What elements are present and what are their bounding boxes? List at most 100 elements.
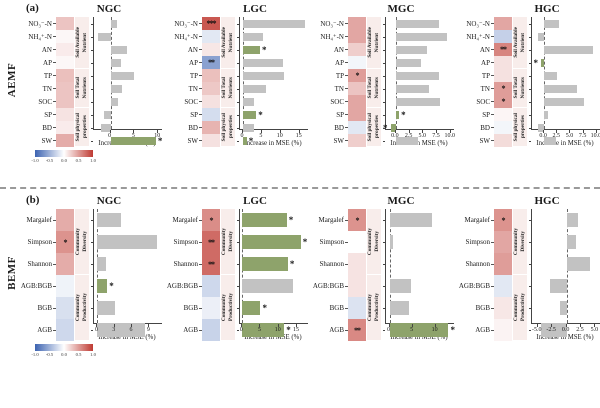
row-labels: NO₃⁻-N NH₄⁺-N AN AP TP TN SOC SP BD SW [454, 17, 494, 147]
x-axis: -5.0 -2.5 0.0 2.5 5.0 [531, 323, 599, 333]
category-segment: Soil physical properties [221, 108, 235, 146]
y-axis-tick [529, 88, 531, 90]
y-axis-tick [91, 140, 93, 142]
group-hgc: HGC NO₃⁻-N NH₄⁺-N AN AP TP TN SOC SP BD SW ** * * Soil… [454, 2, 600, 166]
row-label: Shannon [454, 253, 494, 275]
row-label: SW [162, 134, 202, 147]
mse-bar [242, 279, 293, 293]
mse-bar [97, 213, 121, 227]
heat-cell [348, 30, 366, 43]
heat-cell [56, 253, 74, 275]
row-label: Shannon [308, 253, 348, 275]
x-tick-label: 2.5 [576, 326, 584, 333]
group-title: MGC [387, 195, 415, 207]
category-label: Community [367, 293, 374, 322]
y-axis-tick [91, 286, 93, 287]
plot-area: * * * * * [237, 209, 308, 337]
chart-body: Margalef Simpson Shannon AGB:BGB BGB AGB * Comm… [454, 209, 600, 341]
row-label: Margalef [308, 209, 348, 231]
heat-cell [56, 56, 74, 69]
row-label: SP [162, 108, 202, 121]
category-strip: Community Diversity Community Productivity [221, 209, 235, 341]
category-label: Soil physical [513, 112, 520, 142]
x-axis-tick [436, 129, 437, 133]
heat-cell [202, 30, 220, 43]
y-axis-tick [529, 140, 531, 142]
row-label: TN [454, 82, 494, 95]
row-label: SOC [454, 95, 494, 108]
y-axis-tick [91, 62, 93, 64]
category-label: Community [221, 227, 228, 256]
x-axis: 0 5 10 [93, 129, 161, 139]
mse-bar [243, 45, 261, 54]
row-labels: Margalef Simpson Shannon AGB:BGB BGB AGB [162, 209, 202, 341]
y-axis-tick [237, 75, 239, 77]
heat-cell [56, 69, 74, 82]
mse-bar [242, 301, 261, 315]
category-strip: Community Diversity Community Productivity [513, 209, 527, 341]
x-tick-label: -2.5 [546, 326, 556, 333]
mse-bar [389, 279, 412, 293]
x-axis-tick [422, 129, 424, 133]
chart-body: NO₃⁻-N NH₄⁺-N AN AP TP TN SOC SP BD SW Soil Availa… [16, 17, 162, 147]
x-tick-label: 2.5 [404, 132, 413, 139]
row-label: BD [308, 121, 348, 134]
group-title: HGC [534, 195, 560, 207]
mse-bar [550, 279, 567, 293]
row-label: AP [454, 56, 494, 69]
plot-area [529, 209, 600, 337]
y-axis-tick [237, 308, 239, 309]
row-label: AGB [308, 319, 348, 341]
category-label: properties [374, 115, 380, 139]
category-label: Nutrient [374, 32, 380, 53]
category-label: Diversity [520, 231, 526, 252]
mse-bar [395, 136, 418, 145]
category-label: Community [513, 293, 520, 322]
heat-cell [56, 134, 74, 147]
mse-bar [395, 97, 440, 106]
mse-bar [110, 45, 127, 54]
category-label: Diversity [228, 231, 234, 252]
significance-star: * [262, 303, 267, 313]
x-tick-label: 0.0 [561, 326, 570, 333]
row-label: AGB:BGB [454, 275, 494, 297]
category-label: Nutrients [374, 77, 380, 99]
heat-cell: * [348, 209, 366, 231]
y-axis-tick [237, 62, 239, 64]
row-label: Shannon [16, 253, 56, 275]
row-labels: NO₃⁻-N NH₄⁺-N AN AP TP TN SOC SP BD SW [308, 17, 348, 147]
heat-cell [348, 43, 366, 56]
significance-star: * [450, 325, 455, 335]
row-label: BD [162, 121, 202, 134]
group-lgc: LGC NO₃⁻-N NH₄⁺-N AN AP TP TN SOC SP BD SW *** ** Soi… [162, 2, 308, 166]
heat-cell [56, 108, 74, 121]
row-label: AN [16, 43, 56, 56]
heat-cell [202, 95, 220, 108]
heat-cell: * [494, 82, 512, 95]
x-tick-label: 2.5 [552, 132, 561, 139]
y-axis-tick [529, 330, 531, 331]
group-title: MGC [387, 3, 415, 15]
category-label: Soil Available [221, 27, 228, 58]
category-label: Soil Available [75, 27, 82, 58]
x-tick-label: 0 [108, 132, 112, 139]
mse-bar [566, 213, 579, 227]
category-strip: Soil Available Nutrient Soil Total Nutrient… [221, 17, 235, 147]
x-axis-tick [551, 323, 553, 327]
chart-body: NO₃⁻-N NH₄⁺-N AN AP TP TN SOC SP BD SW ** * * Soil Av… [454, 17, 600, 147]
y-axis-tick [237, 220, 239, 221]
row-label: NH₄⁺-N [16, 30, 56, 43]
x-axis-tick [434, 323, 436, 327]
significance-stars: * [501, 84, 506, 93]
y-axis-tick [91, 308, 93, 309]
mse-bar [242, 235, 301, 249]
y-axis-tick [237, 36, 239, 38]
y-axis-tick [529, 264, 531, 265]
row-label: TP [162, 69, 202, 82]
row-label: TP [16, 69, 56, 82]
colorbar-tick-label: 0.0 [61, 352, 67, 357]
significance-stars: * [501, 215, 506, 225]
y-axis-tick [383, 140, 385, 142]
x-tick-label: 10 [276, 132, 283, 139]
chart-body: Margalef Simpson Shannon AGB:BGB BGB AGB * Comm… [16, 209, 162, 341]
